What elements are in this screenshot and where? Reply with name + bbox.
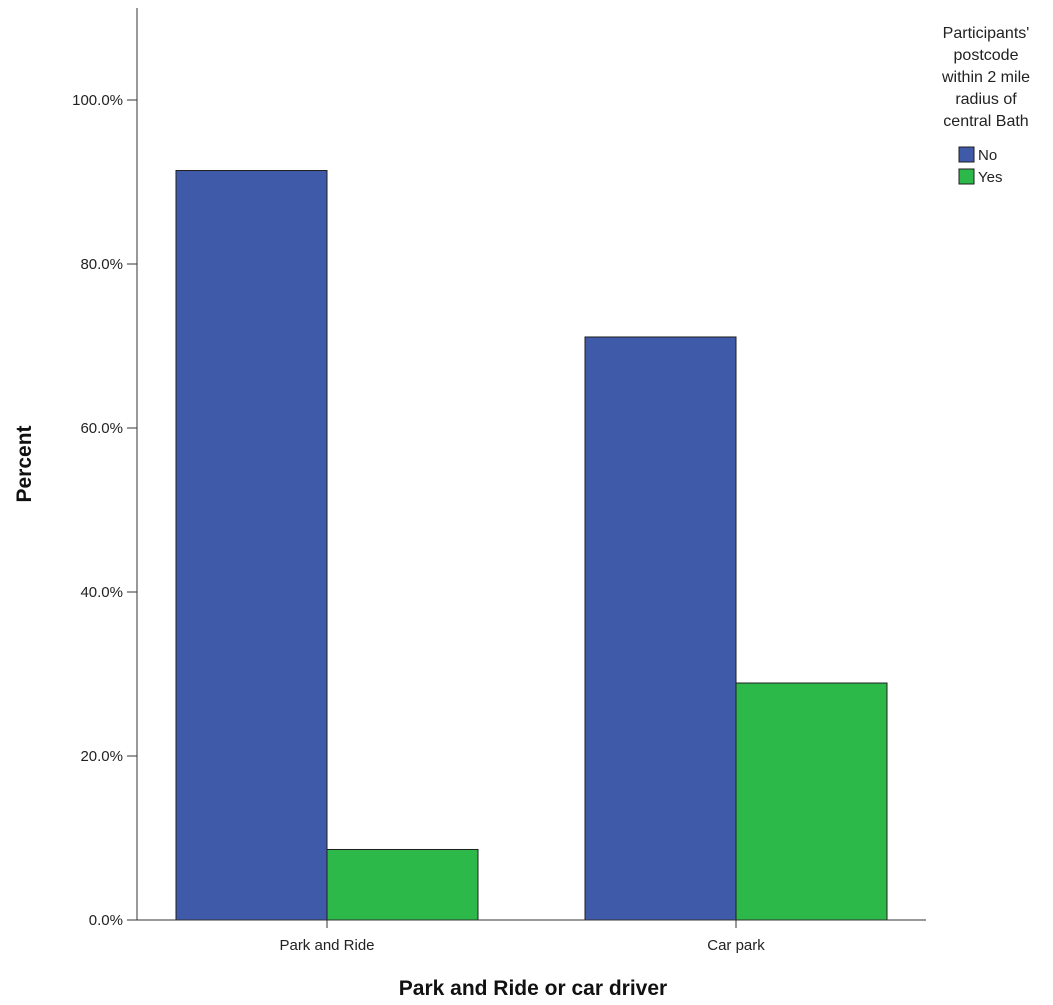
- y-tick-label: 100.0%: [72, 92, 123, 109]
- legend-title-line: within 2 mile: [941, 69, 1030, 86]
- y-tick-label: 0.0%: [89, 912, 123, 929]
- bars-layer: [175, 170, 888, 921]
- legend-label-no: No: [978, 147, 997, 164]
- x-tick-label: Park and Ride: [279, 937, 374, 954]
- y-ticks: 0.0% 20.0% 40.0% 60.0% 80.0% 100.0%: [72, 92, 137, 929]
- axes-layer: [136, 8, 926, 921]
- y-tick-label: 20.0%: [80, 748, 123, 765]
- bar-no-2: [584, 336, 737, 921]
- bar-no-1: [175, 170, 328, 921]
- legend: Participants' postcode within 2 mile radius…: [941, 25, 1030, 186]
- x-ticks: Park and Ride Car park: [279, 920, 765, 954]
- bar-yes-1: [326, 848, 479, 921]
- legend-items: No Yes: [958, 146, 1002, 186]
- legend-swatch-yes: [958, 168, 975, 185]
- y-tick-label: 80.0%: [80, 256, 123, 273]
- bar-yes-2: [735, 682, 888, 921]
- legend-swatch-no: [958, 146, 975, 163]
- y-tick-label: 60.0%: [80, 420, 123, 437]
- legend-label-yes: Yes: [978, 169, 1002, 186]
- y-tick-label: 40.0%: [80, 584, 123, 601]
- x-tick-label: Car park: [707, 937, 765, 954]
- legend-title-line: Participants': [943, 25, 1030, 42]
- y-axis-title: Percent: [13, 425, 36, 502]
- legend-title: Participants' postcode within 2 mile radius…: [941, 25, 1030, 130]
- legend-title-line: radius of: [955, 91, 1017, 108]
- legend-title-line: postcode: [954, 47, 1019, 64]
- legend-title-line: central Bath: [943, 113, 1028, 130]
- x-axis-title: Park and Ride or car driver: [399, 977, 667, 1000]
